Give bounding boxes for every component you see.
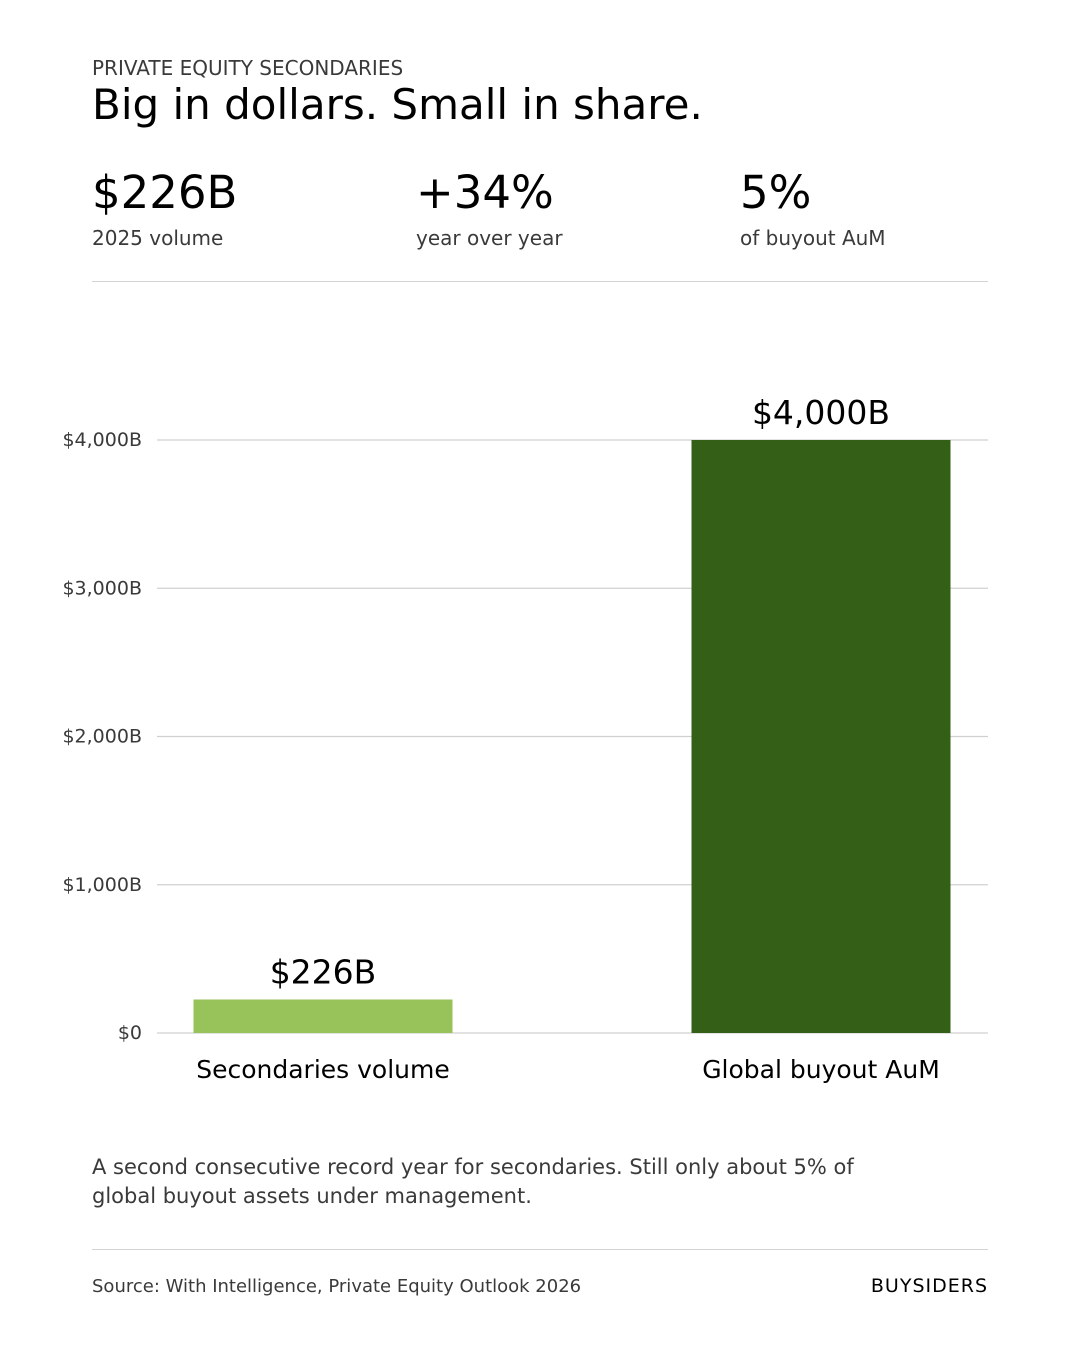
stat-volume: $226B 2025 volume <box>92 166 237 250</box>
y-tick-label: $3,000B <box>62 577 142 599</box>
stat-share: 5% of buyout AuM <box>740 166 886 250</box>
divider-bottom <box>92 1249 988 1250</box>
bar-value-label: $4,000B <box>752 393 890 432</box>
stat-label: of buyout AuM <box>740 226 886 250</box>
bar-secondaries-volume <box>193 999 453 1033</box>
brand-logo: BUYSIDERS <box>870 1275 988 1297</box>
x-tick-label: Global buyout AuM <box>702 1055 940 1084</box>
stat-label: 2025 volume <box>92 226 224 250</box>
stat-label: year over year <box>416 226 563 250</box>
stat-value: 5% <box>740 166 812 219</box>
chart-title: Big in dollars. Small in share. <box>92 80 703 129</box>
stat-value: $226B <box>92 166 238 219</box>
y-tick-label: $0 <box>118 1022 142 1044</box>
data-labels: $226B $4,000B <box>270 393 890 991</box>
eyebrow: PRIVATE EQUITY SECONDARIES <box>92 56 404 80</box>
y-tick-label: $2,000B <box>62 726 142 748</box>
stat-value: +34% <box>416 166 554 219</box>
y-tick-label: $1,000B <box>62 874 142 896</box>
bar-value-label: $226B <box>270 952 377 991</box>
source-note: Source: With Intelligence, Private Equit… <box>92 1276 582 1297</box>
x-tick-label: Secondaries volume <box>196 1055 450 1084</box>
chart-note: A second consecutive record year for sec… <box>92 1155 854 1208</box>
y-axis-ticks: $0 $1,000B $2,000B $3,000B $4,000B <box>62 429 142 1044</box>
y-tick-label: $4,000B <box>62 429 142 451</box>
x-axis-ticks: Secondaries volume Global buyout AuM <box>196 1055 940 1084</box>
bar-global-buyout-aum <box>691 440 951 1033</box>
stat-growth: +34% year over year <box>416 166 563 250</box>
bars <box>193 440 951 1033</box>
divider-top <box>92 281 988 282</box>
